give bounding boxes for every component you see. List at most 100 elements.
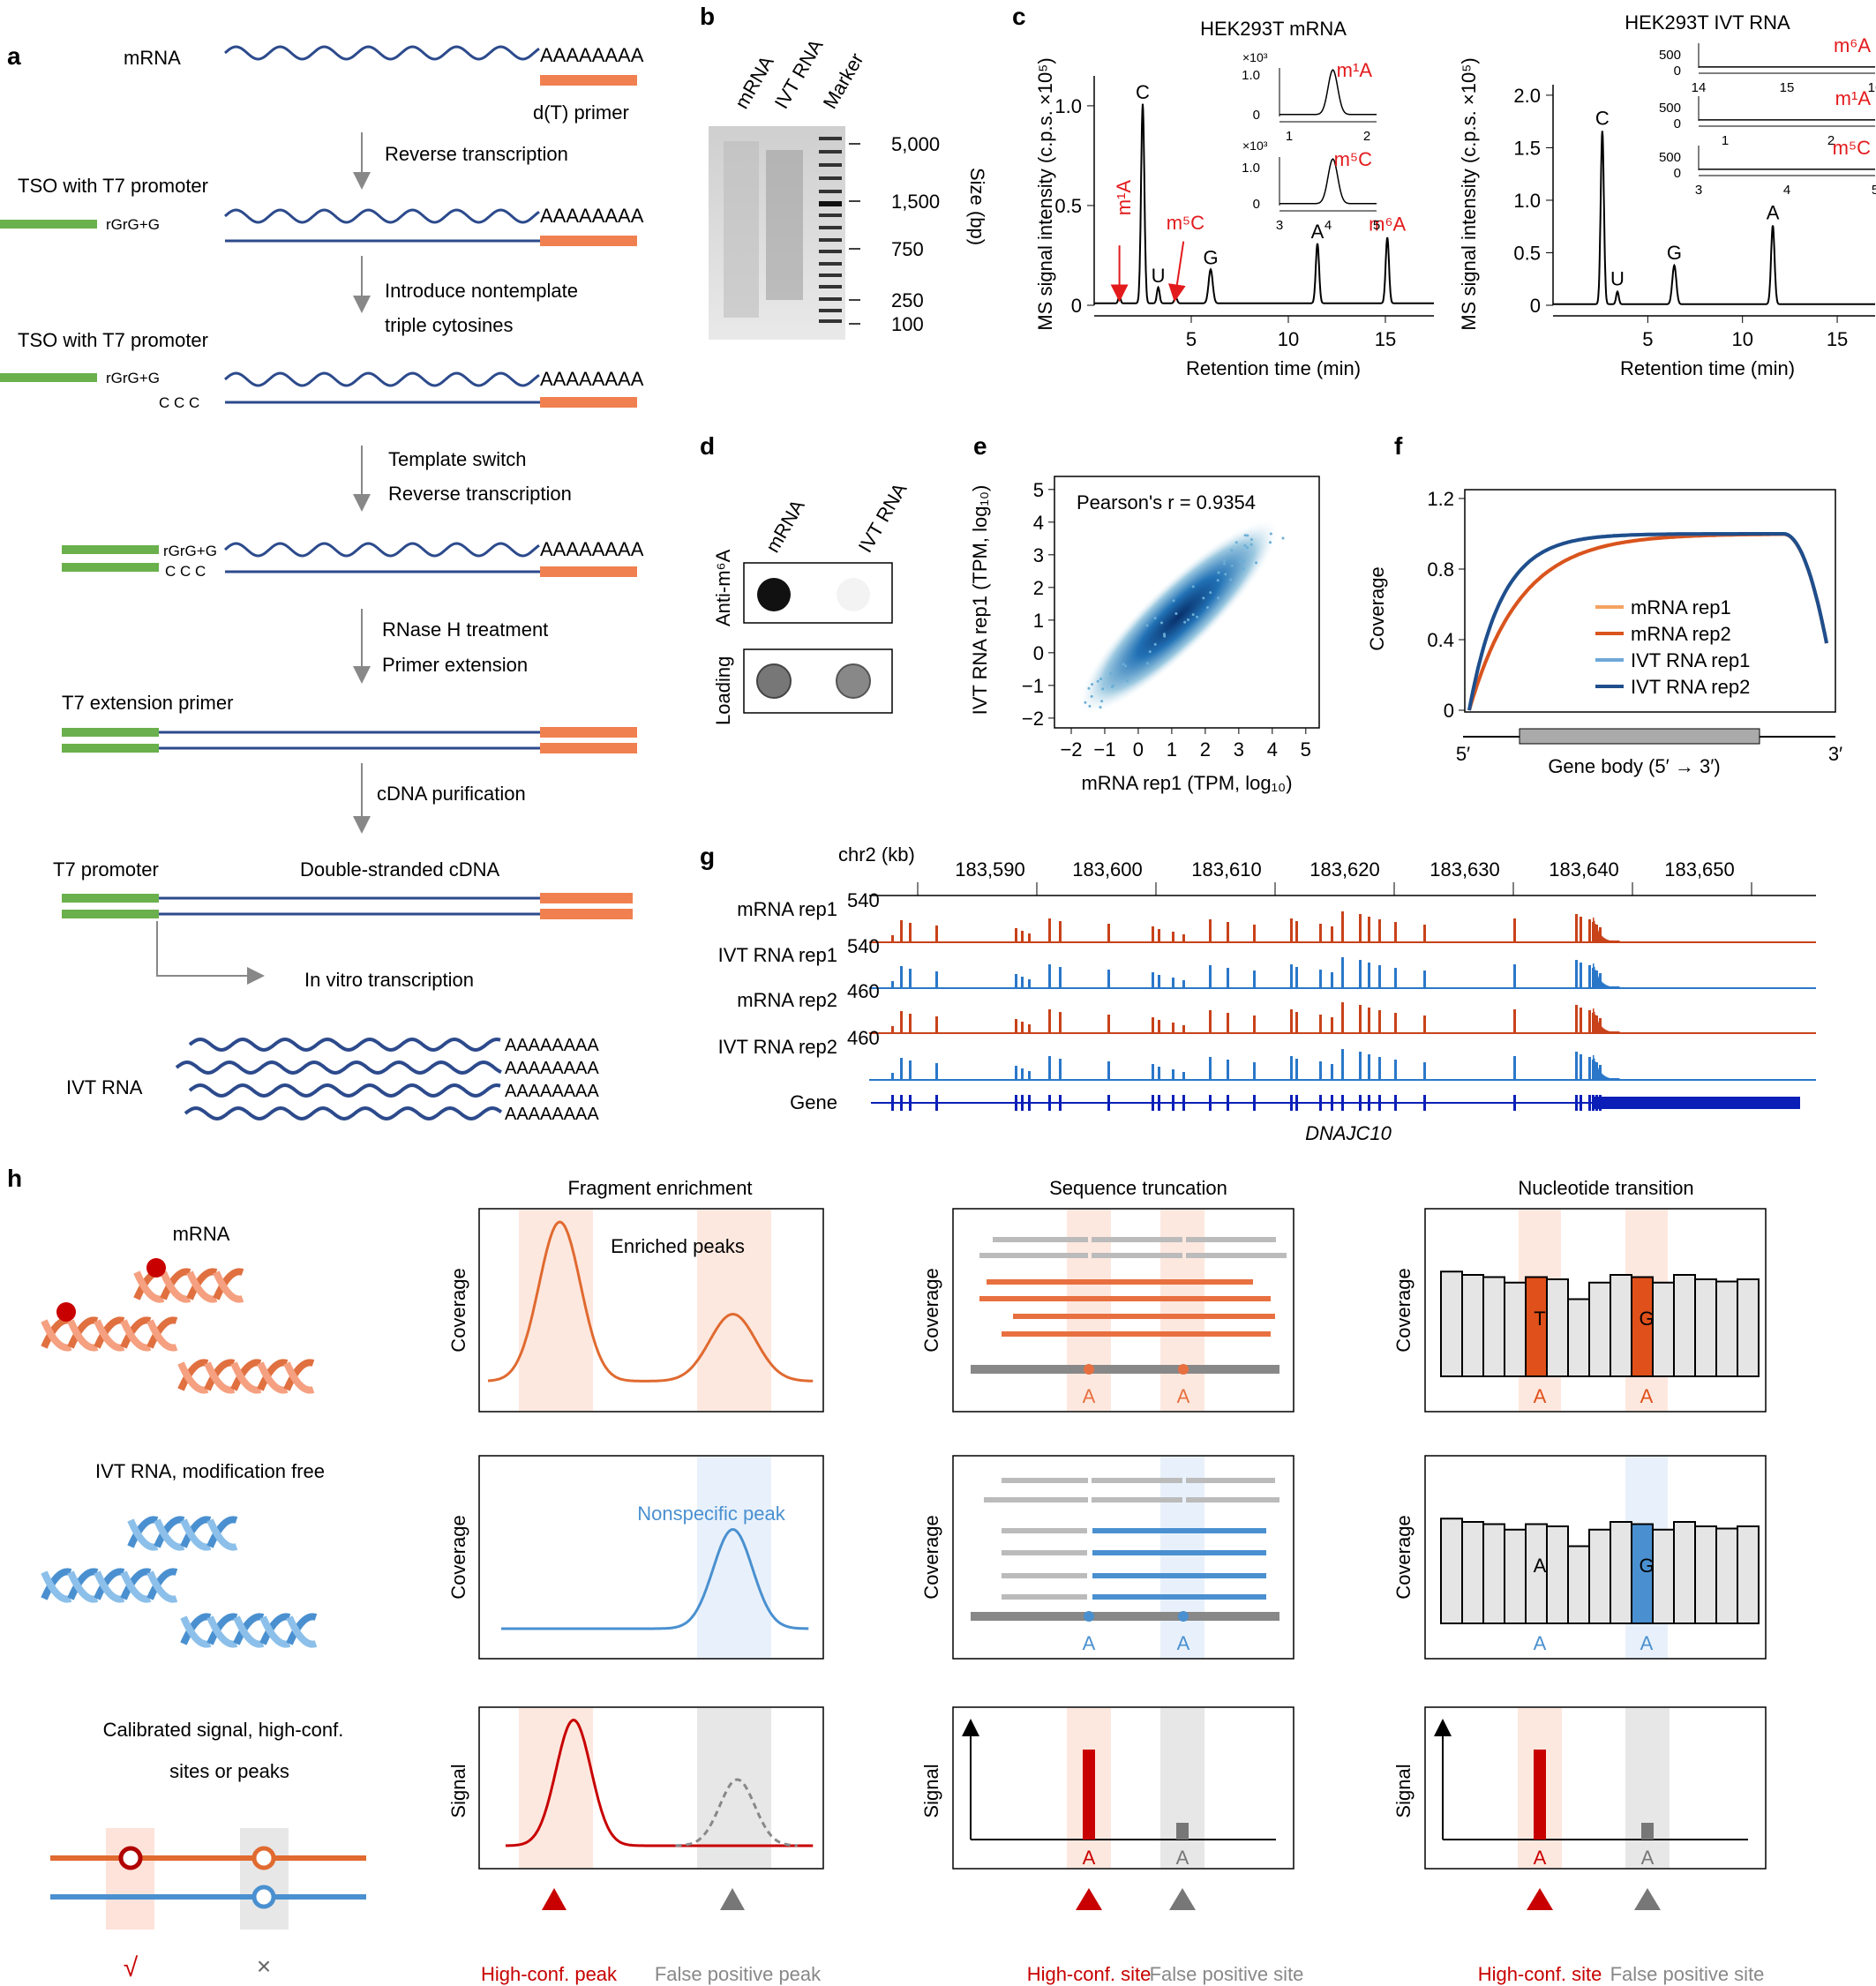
g-exon-bar [1341, 1049, 1344, 1080]
a-t7-bar-3 [62, 894, 159, 903]
g-tick-label: 183,600 [1072, 858, 1143, 881]
e-point [1255, 561, 1257, 564]
e-xtick-label: 2 [1200, 738, 1211, 761]
g-exon-bar [1152, 972, 1154, 988]
panel-h: h Fragment enrichment Sequence truncation N… [7, 1165, 1766, 1985]
h-peak-marker [542, 1888, 567, 1910]
h-site-marker [1527, 1888, 1553, 1910]
g-gene-exon [1341, 1095, 1344, 1111]
e-pearson: Pearson's r = 0.9354 [1077, 491, 1256, 513]
g-exon-bar [1580, 963, 1582, 988]
g-gene-exon [1209, 1095, 1212, 1111]
a-primer-7 [540, 893, 633, 903]
h-trans-bar [1737, 1526, 1759, 1623]
b-ladder-band [819, 214, 842, 217]
h-coverage-label: Coverage [1392, 1268, 1415, 1352]
d-dot-anti-mrna[interactable] [757, 578, 791, 611]
f-gene-box [1520, 729, 1760, 744]
c-right-ytick-label: 1.0 [1513, 190, 1541, 212]
g-exon-bar [1172, 978, 1174, 988]
h-calib1: Calibrated signal, high-conf. [103, 1719, 344, 1741]
b-lane-ivt-smear [766, 150, 803, 300]
d-dot-anti-ivt[interactable] [837, 578, 870, 611]
g-exon-bar [1341, 1002, 1344, 1033]
h-trans-bar [1547, 1279, 1568, 1376]
g-exon-bar [891, 1026, 894, 1033]
g-exon-bar [1182, 934, 1185, 942]
a-ivt-polya-3: AAAAAAAA [505, 1082, 599, 1101]
g-exon-bar [891, 1073, 894, 1080]
h-trans-bar [1568, 1300, 1589, 1377]
b-ladder-band [819, 190, 842, 193]
h-trans-bar [1589, 1283, 1610, 1376]
e-point [1099, 678, 1102, 680]
g-tick-label: 183,610 [1191, 858, 1262, 881]
g-tick-label: 183,650 [1664, 858, 1735, 881]
g-gene-exon [1368, 1095, 1370, 1111]
e-point [1270, 533, 1272, 536]
g-exon-bar [1059, 967, 1062, 988]
e-ytick-label: −2 [1022, 708, 1044, 730]
g-exon-bar [935, 1063, 938, 1080]
h-site-marker [1169, 1888, 1196, 1910]
g-gene-exon [909, 1095, 912, 1111]
panel-label-f: f [1394, 432, 1403, 460]
c-inset-label: m⁶A [1834, 34, 1871, 56]
g-exon-bar [1015, 1066, 1017, 1080]
a-polya-3: AAAAAAAA [540, 368, 644, 390]
g-gene-exon [935, 1095, 938, 1111]
g-gene-exon [1021, 1095, 1024, 1111]
a-ivt-wave [190, 1085, 500, 1096]
e-point [1246, 535, 1249, 537]
e-ytick-label: 0 [1033, 642, 1044, 664]
e-point [1100, 700, 1103, 702]
g-track-max: 540 [847, 889, 880, 911]
g-exon-bar [1227, 1013, 1229, 1033]
d-row-anti: Anti-m⁶A [712, 549, 734, 626]
a-ivt-polya-1: AAAAAAAA [505, 1036, 599, 1055]
d-dot-load-mrna[interactable] [757, 664, 791, 698]
g-exon-bar [1575, 1052, 1578, 1080]
e-point [1101, 687, 1104, 690]
c-right-ytick-label: 0 [1530, 295, 1541, 317]
c-inset-xtick: 4 [1324, 218, 1332, 233]
g-exon-bar [1209, 1057, 1212, 1080]
h-signal-label: Signal [447, 1764, 469, 1817]
e-point [1099, 706, 1101, 708]
g-tick-label: 183,590 [955, 858, 1025, 881]
g-exon-bar [1295, 967, 1298, 988]
g-exon-bar [1158, 975, 1160, 988]
a-tso-bar-3 [62, 545, 159, 554]
g-gene-exon [1423, 1095, 1426, 1111]
h-trans-bar [1505, 1283, 1526, 1376]
h-trans-signal-box [1425, 1707, 1766, 1869]
c-right-inset-ytick: 500 [1659, 150, 1681, 165]
c-right-ylabel: MS signal intensity (c.p.s. ×10⁵) [1458, 57, 1480, 330]
h-shade [697, 1457, 771, 1658]
f-legend-label: mRNA rep2 [1631, 623, 1731, 645]
b-ladder-band [819, 262, 842, 266]
g-exon-bar [1059, 921, 1062, 942]
g-exon-bar [900, 966, 903, 988]
h-calib2: sites or peaks [169, 1760, 289, 1782]
a-polya: AAAAAAAA [540, 44, 644, 66]
a-mrna-wave-4 [225, 543, 539, 556]
c-inset-label: m⁵C [1833, 137, 1871, 159]
g-track-name: mRNA rep1 [737, 898, 837, 920]
g-exon-bar [1575, 960, 1578, 988]
e-point [1223, 562, 1226, 565]
f-ylabel: Coverage [1366, 566, 1388, 650]
g-exon-bar [1319, 970, 1322, 988]
panel-c: c00.51.05 10 15Retention time (min)MS sign… [1012, 3, 1876, 379]
g-exon-bar [1028, 1024, 1031, 1033]
c-left-m1a: m¹A [1113, 180, 1135, 216]
h-calib-site [254, 1848, 274, 1868]
d-dot-load-ivt[interactable] [837, 664, 870, 698]
a-rgrg-2: rGrG+G [106, 370, 160, 386]
e-point [1114, 671, 1117, 674]
g-gene-exon [1580, 1095, 1582, 1111]
b-size-label: Size (bp) [966, 168, 988, 245]
g-gene-exon [1015, 1095, 1017, 1111]
h-title-frag: Fragment enrichment [567, 1177, 752, 1199]
h-trans-bar [1674, 1275, 1695, 1376]
